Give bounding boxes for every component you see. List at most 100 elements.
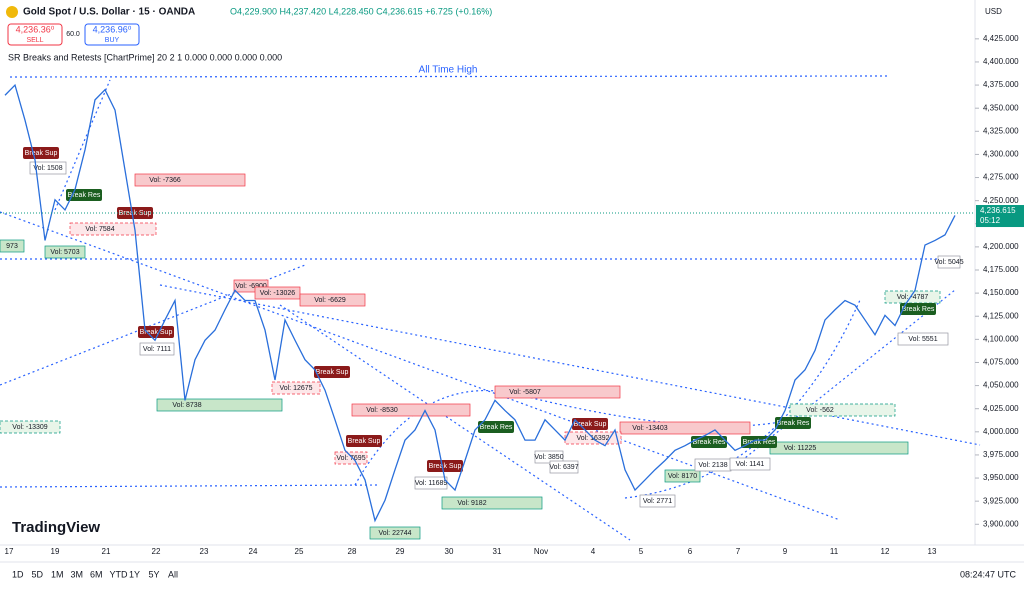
signal-box <box>478 421 514 433</box>
buy-button[interactable] <box>84 23 140 46</box>
time-label: 23 <box>200 547 209 556</box>
time-label: 11 <box>830 547 839 556</box>
volume-label: Vol: 7584 <box>85 226 114 233</box>
volume-box <box>414 476 448 490</box>
time-label: 4 <box>591 547 596 556</box>
y-tick-label: 4,100.000 <box>983 334 1019 343</box>
volume-label: Vol: 8738 <box>172 402 201 409</box>
volume-label: Vol: 11689 <box>415 480 448 487</box>
signal-label: Break Sup <box>429 463 462 470</box>
y-tick-label: 3,950.000 <box>983 473 1019 482</box>
signal-box <box>346 435 382 447</box>
y-tick-label: 4,250.000 <box>983 196 1019 205</box>
sell-label: SELL <box>26 37 43 44</box>
volume-label: Vol: -6900 <box>235 283 267 290</box>
time-label: 12 <box>881 547 890 556</box>
volume-box <box>534 450 564 464</box>
currency[interactable]: USD <box>985 7 1002 16</box>
signal-box <box>572 418 608 430</box>
volume-box <box>156 398 283 412</box>
sell-price: 4,236.36⁰ <box>16 24 55 34</box>
volume-label: Vol: 5045 <box>934 259 963 266</box>
sell-button[interactable] <box>7 23 63 46</box>
range-button[interactable]: 5Y <box>149 569 160 579</box>
volume-label: Vol: 5703 <box>50 249 79 256</box>
volume-label: Vol: -5807 <box>509 389 541 396</box>
y-tick-label: 3,900.000 <box>983 519 1019 528</box>
volume-label: Vol: 2138 <box>698 462 727 469</box>
brand: TradingView <box>12 519 100 536</box>
volume-box <box>369 526 421 540</box>
volume-box <box>639 494 676 508</box>
range-button[interactable]: All <box>168 569 178 579</box>
signal-label: Break Sup <box>574 421 607 428</box>
range-button[interactable]: 3M <box>71 569 84 579</box>
volume-box <box>254 286 301 300</box>
time-label: 22 <box>152 547 161 556</box>
volume-label: Vol: 9182 <box>457 500 486 507</box>
time-label: 13 <box>928 547 937 556</box>
signal-box <box>427 460 463 472</box>
signal-box <box>741 436 777 448</box>
volume-box <box>299 293 366 307</box>
volume-box <box>664 469 701 483</box>
signal-label: Break Res <box>480 424 513 431</box>
time-label: 28 <box>348 547 357 556</box>
range-button[interactable]: 6M <box>90 569 103 579</box>
volume-label: Vol: -6629 <box>314 297 346 304</box>
volume-box <box>729 457 771 471</box>
y-tick-label: 4,375.000 <box>983 80 1019 89</box>
volume-label: Vol: 8170 <box>668 473 697 480</box>
volume-box <box>334 451 368 465</box>
all-time-high-label: All Time High <box>419 65 478 76</box>
y-tick-label: 4,175.000 <box>983 265 1019 274</box>
clock: 08:24:47 UTC <box>960 569 1017 579</box>
countdown: 05:12 <box>980 216 1001 225</box>
volume-box <box>44 245 86 259</box>
signal-box <box>900 303 936 315</box>
ohlc: O4,229.900 H4,237.420 L4,228.450 C4,236.… <box>230 6 492 16</box>
time-label: 24 <box>249 547 258 556</box>
y-tick-label: 4,350.000 <box>983 103 1019 112</box>
y-tick-label: 4,275.000 <box>983 173 1019 182</box>
volume-label: Vol: -13026 <box>260 290 296 297</box>
volume-box <box>351 403 471 417</box>
signal-box <box>775 417 811 429</box>
range-button[interactable]: 1M <box>51 569 64 579</box>
volume-label: Vol: -7366 <box>149 177 181 184</box>
range-button[interactable]: 5D <box>32 569 44 579</box>
y-tick-label: 4,300.000 <box>983 150 1019 159</box>
indicator-legend[interactable]: SR Breaks and Retests [ChartPrime] 20 2 … <box>8 52 282 62</box>
volume-label: Vol: -13403 <box>632 425 668 432</box>
volume-label: Vol: 3850 <box>534 454 563 461</box>
y-tick-label: 4,400.000 <box>983 57 1019 66</box>
symbol-icon <box>6 6 18 18</box>
spread: 60.0 <box>66 31 80 38</box>
time-label: 7 <box>736 547 741 556</box>
volume-box <box>29 161 67 175</box>
range-button[interactable]: 1Y <box>129 569 140 579</box>
time-label: 31 <box>493 547 502 556</box>
symbol-title[interactable]: Gold Spot / U.S. Dollar · 15 · OANDA <box>23 7 195 18</box>
y-tick-label: 3,975.000 <box>983 450 1019 459</box>
signal-label: Break Sup <box>140 329 173 336</box>
buy-label: BUY <box>105 37 120 44</box>
y-tick-label: 3,925.000 <box>983 496 1019 505</box>
signal-label: Break Res <box>902 306 935 313</box>
volume-label: Vol: 22744 <box>378 530 411 537</box>
signal-box <box>691 436 727 448</box>
last-price-tag <box>976 205 1024 228</box>
volume-label: Vol: 5551 <box>908 336 937 343</box>
range-button[interactable]: YTD <box>110 569 129 579</box>
volume-label: Vol: 2771 <box>643 498 672 505</box>
volume-box <box>897 332 949 346</box>
volume-label: Vol: -562 <box>806 407 834 414</box>
volume-box <box>789 403 896 417</box>
time-label: 6 <box>688 547 693 556</box>
volume-label: Vol: 7695 <box>336 455 365 462</box>
volume-box <box>619 421 751 435</box>
range-button[interactable]: 1D <box>12 569 24 579</box>
y-tick-label: 4,425.000 <box>983 34 1019 43</box>
volume-box <box>494 385 621 399</box>
